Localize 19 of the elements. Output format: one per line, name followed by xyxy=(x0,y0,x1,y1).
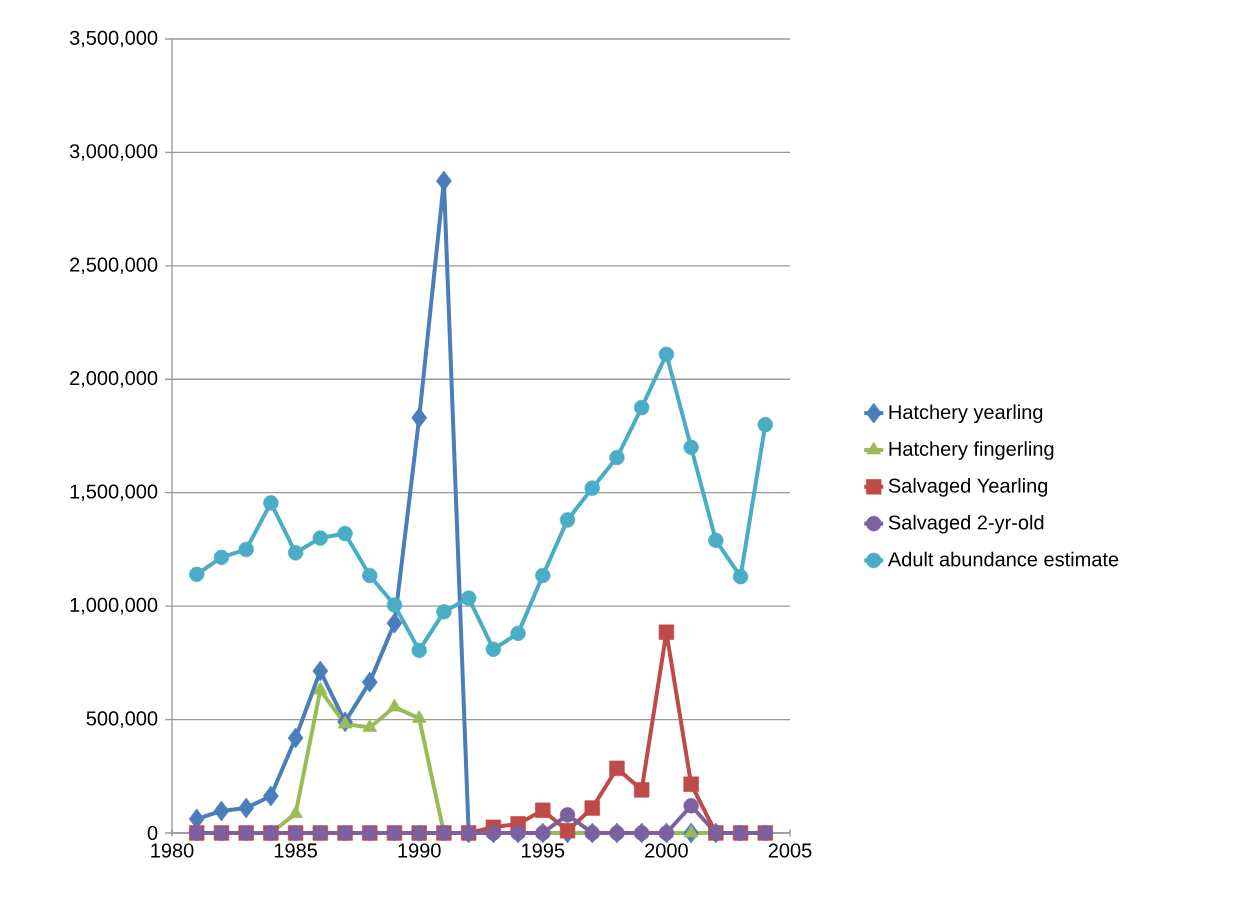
legend-label: Hatchery fingerling xyxy=(889,441,1054,460)
y-tick-label: 0 xyxy=(147,825,158,841)
x-tick-label: 2000 xyxy=(645,843,688,858)
y-tick-label: 2,000,000 xyxy=(70,371,158,388)
y-tick-label: 2,500,000 xyxy=(70,257,158,275)
legend-label: Hatchery yearling xyxy=(889,404,1043,424)
x-tick-label: 2005 xyxy=(768,843,812,858)
y-tick-label: 1,500,000 xyxy=(70,484,158,501)
x-tick-label: 1985 xyxy=(274,843,318,858)
y-tick-label: 1,000,000 xyxy=(70,597,158,615)
legend-label: Adult abundance estimate xyxy=(887,551,1119,567)
y-tick-label: 500,000 xyxy=(86,711,158,728)
x-tick-label: 1995 xyxy=(522,843,565,858)
x-tick-label: 1990 xyxy=(398,843,441,858)
legend-label: Salvaged Yearling xyxy=(888,478,1048,497)
x-tick-label: 1980 xyxy=(151,843,194,858)
y-tick-label: 3,000,000 xyxy=(69,144,158,161)
y-tick-label: 3,500,000 xyxy=(69,30,158,48)
legend-label: Salvaged 2-yr-old xyxy=(888,514,1044,534)
